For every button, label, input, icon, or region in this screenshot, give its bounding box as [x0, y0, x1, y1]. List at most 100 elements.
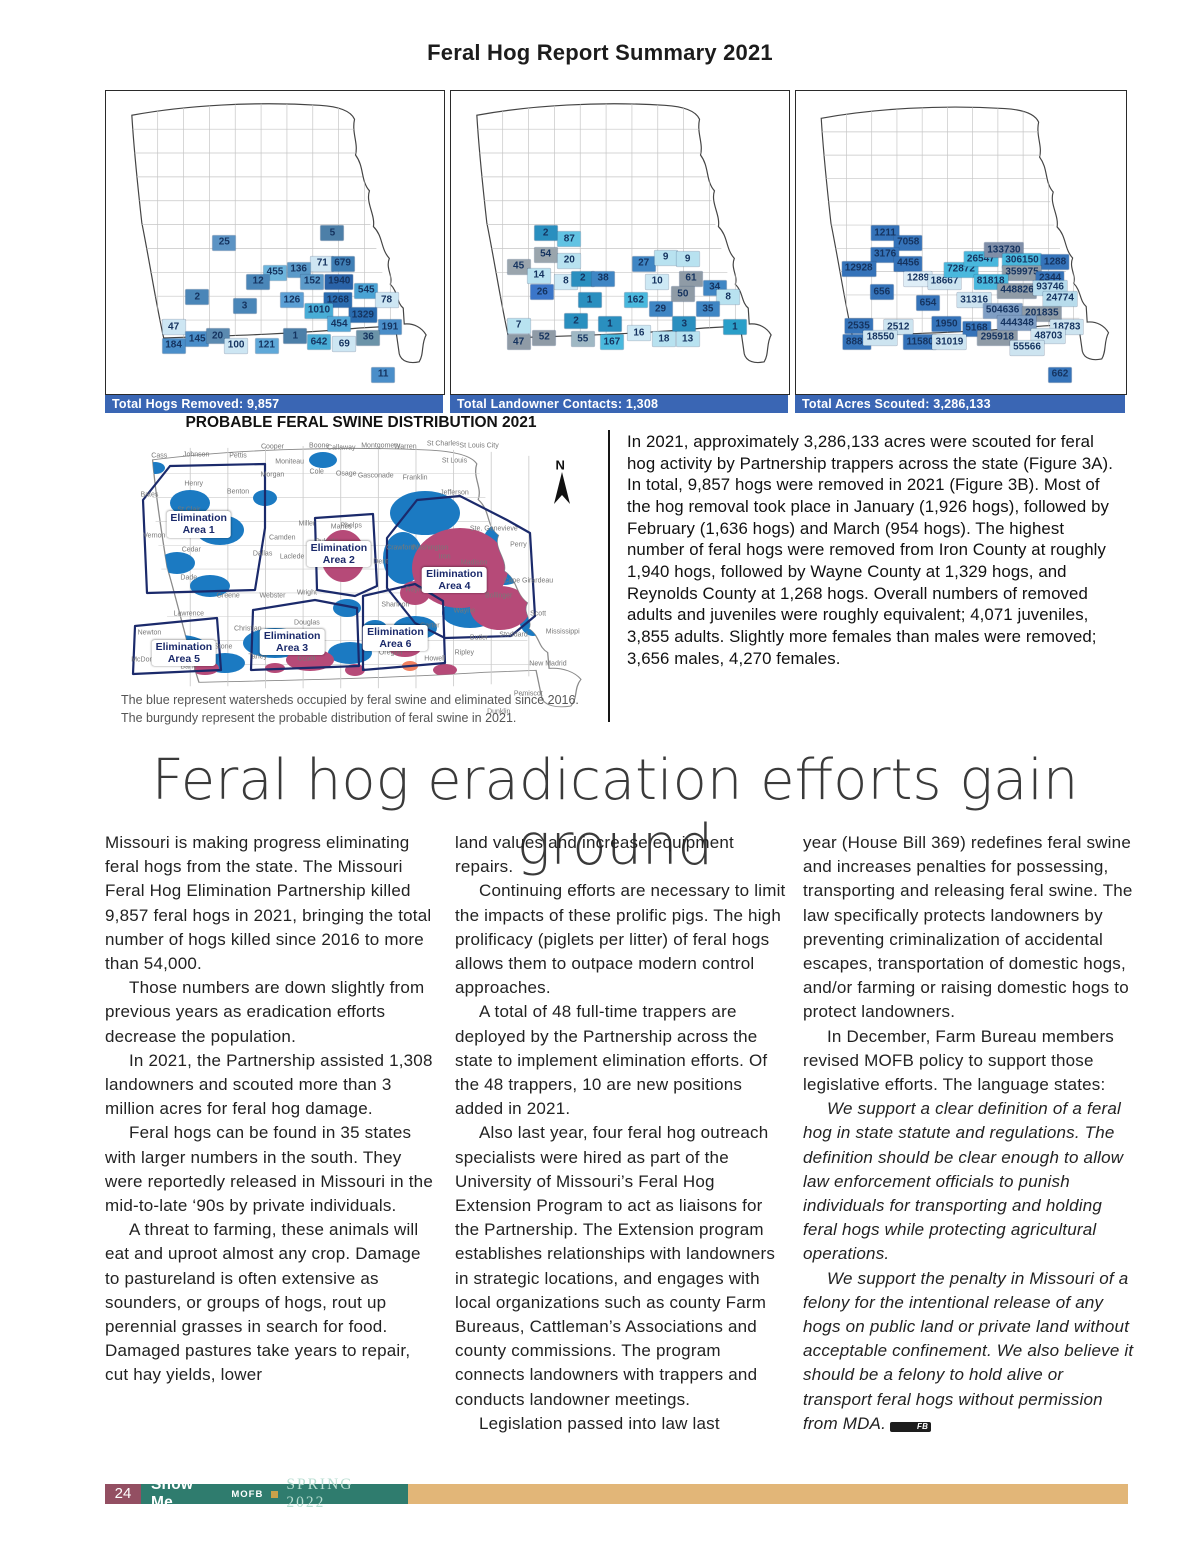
- county-name-label: Stone: [214, 643, 233, 651]
- gold-square-bullet: [271, 1490, 279, 1498]
- county-name-label: Moniteau: [275, 458, 305, 466]
- map-footer-acres-scouted: Total Acres Scouted: 3,286,133: [795, 395, 1125, 413]
- county-name-label: St Charles: [426, 440, 460, 448]
- county-name-label: St Clair: [177, 506, 201, 514]
- summary-paragraph: In 2021, approximately 3,286,133 acres w…: [627, 432, 1114, 668]
- county-value-chip: 61: [679, 271, 703, 287]
- county-value-chip: 3: [233, 298, 257, 314]
- footer-brand-bar: Show Me MOFB SPRING 2022: [141, 1476, 408, 1511]
- page-number: 24: [105, 1484, 141, 1504]
- county-name-label: Maries: [330, 523, 352, 531]
- county-value-chip: 1: [283, 328, 307, 344]
- county-value-chip: 7058: [894, 235, 923, 250]
- county-value-chip: 1: [578, 292, 602, 308]
- article-paragraph: In December, Farm Bureau members revised…: [803, 1026, 1114, 1095]
- county-value-chip: 55566: [1010, 340, 1044, 356]
- county-value-chip: 16: [627, 325, 651, 341]
- county-name-label: Ripley: [454, 649, 475, 657]
- county-value-chip: 2: [571, 271, 595, 287]
- county-name-label: Bates: [140, 491, 159, 499]
- county-name-label: Lawrence: [173, 610, 204, 618]
- county-name-label: Wayne: [453, 607, 476, 615]
- county-name-label: Jefferson: [440, 489, 469, 497]
- county-name-label: Ozark: [297, 655, 317, 663]
- county-value-chip: 18550: [863, 330, 898, 346]
- county-name-label: St Louis City: [459, 442, 499, 450]
- county-value-chip: 5: [320, 225, 344, 241]
- article-paragraph: Missouri is making progress eliminating …: [105, 833, 432, 974]
- county-value-chip: 656: [870, 284, 894, 300]
- page-title: Feral Hog Report Summary 2021: [427, 40, 773, 65]
- county-name-label: Butler: [469, 634, 489, 642]
- county-value-chip: 162: [624, 292, 648, 308]
- county-value-chip: 145: [185, 331, 209, 347]
- elimination-area-label: Elimination Area 2: [306, 541, 372, 568]
- county-value-chip: 306150: [1002, 253, 1042, 269]
- county-name-label: St Louis: [441, 457, 468, 465]
- county-value-chip: 47: [507, 334, 531, 350]
- county-values-layer: 1211 7058 3176 4456 12928 1289 18667 72872 26547…: [796, 91, 1126, 394]
- county-name-label: Crawford: [386, 544, 415, 552]
- county-value-chip: 27: [632, 256, 656, 272]
- county-value-chip: 545: [354, 283, 378, 299]
- county-name-label: McDonald: [131, 656, 163, 664]
- county-value-chip: 1940: [325, 274, 354, 290]
- county-name-label: Gasconade: [357, 472, 394, 480]
- distribution-map: Cass Johnson Pettis Cooper Boone Callaway Mont…: [115, 438, 607, 736]
- county-value-chip: 47: [162, 319, 186, 335]
- county-name-label: Taney: [248, 653, 268, 661]
- county-name-label: Howell: [424, 655, 446, 663]
- county-value-chip: 504636: [982, 303, 1023, 319]
- county-value-chip: 13: [676, 331, 700, 347]
- county-value-chip: 152: [300, 274, 324, 290]
- county-name-label: Montgomery: [361, 442, 401, 450]
- county-name-label: Douglas: [294, 619, 320, 627]
- county-value-chip: 45: [507, 259, 531, 275]
- county-name-label: Henry: [184, 480, 204, 488]
- distribution-map-title: PROBABLE FERAL SWINE DISTRIBUTION 2021: [185, 414, 537, 431]
- county-value-chip: 2: [564, 313, 588, 329]
- county-value-chip: 54: [534, 247, 558, 263]
- county-value-chip: 52: [532, 330, 556, 346]
- county-name-label: Cooper: [260, 443, 284, 451]
- county-value-chip: 20: [206, 328, 230, 344]
- article-paragraph: Continuing efforts are necessary to limi…: [455, 881, 786, 998]
- county-name-label: Greene: [216, 592, 240, 600]
- county-value-chip: 7: [507, 318, 531, 334]
- county-name-label: Boone: [309, 442, 330, 450]
- county-value-chip: 14: [527, 268, 551, 284]
- county-name-label: Washington: [411, 544, 449, 552]
- county-name-label: Shannon: [381, 601, 410, 609]
- article-paragraph: We support a clear definition of a feral…: [803, 1099, 1124, 1264]
- county-name-label: Dent: [373, 558, 389, 566]
- county-value-chip: 679: [331, 256, 355, 272]
- county-value-chip: 18: [652, 331, 676, 347]
- county-value-chip: 38: [591, 271, 615, 287]
- county-value-chip: 454: [327, 316, 351, 332]
- county-value-chip: 69: [332, 336, 356, 352]
- county-value-chip: 1329: [348, 307, 377, 323]
- county-value-chip: 31019: [932, 334, 967, 350]
- county-name-label: Vernon: [143, 532, 166, 540]
- county-value-chip: 9: [654, 250, 678, 266]
- county-value-chip: 3176: [870, 247, 900, 263]
- county-value-chip: 444348: [997, 315, 1037, 331]
- county-name-label: Pettis: [229, 452, 247, 460]
- elimination-area-label: Elimination Area 4: [422, 566, 487, 593]
- article-paragraph: We support the penalty in Missouri of a …: [803, 1268, 1134, 1433]
- county-name-label: Dallas: [252, 550, 273, 558]
- county-name-label: Barry: [180, 663, 198, 671]
- county-name-label: Morgan: [260, 471, 285, 479]
- county-name-label: Cole: [309, 468, 324, 476]
- article-column-3: year (House Bill 369) redefines feral sw…: [803, 831, 1136, 1436]
- brand-mofb: MOFB: [231, 1488, 264, 1500]
- vertical-divider: [608, 430, 610, 722]
- article-paragraph: land values and increase equipment repai…: [455, 833, 734, 877]
- county-value-chip: 2535: [844, 318, 873, 334]
- county-name-label: Carter: [420, 622, 440, 630]
- article-paragraph: year (House Bill 369) redefines feral sw…: [803, 833, 1133, 1022]
- elimination-area-label: Elimination Area 3: [259, 629, 325, 656]
- county-name-label: Dunklin: [487, 708, 511, 716]
- map-footer-landowner-contacts: Total Landowner Contacts: 1,308: [450, 395, 788, 413]
